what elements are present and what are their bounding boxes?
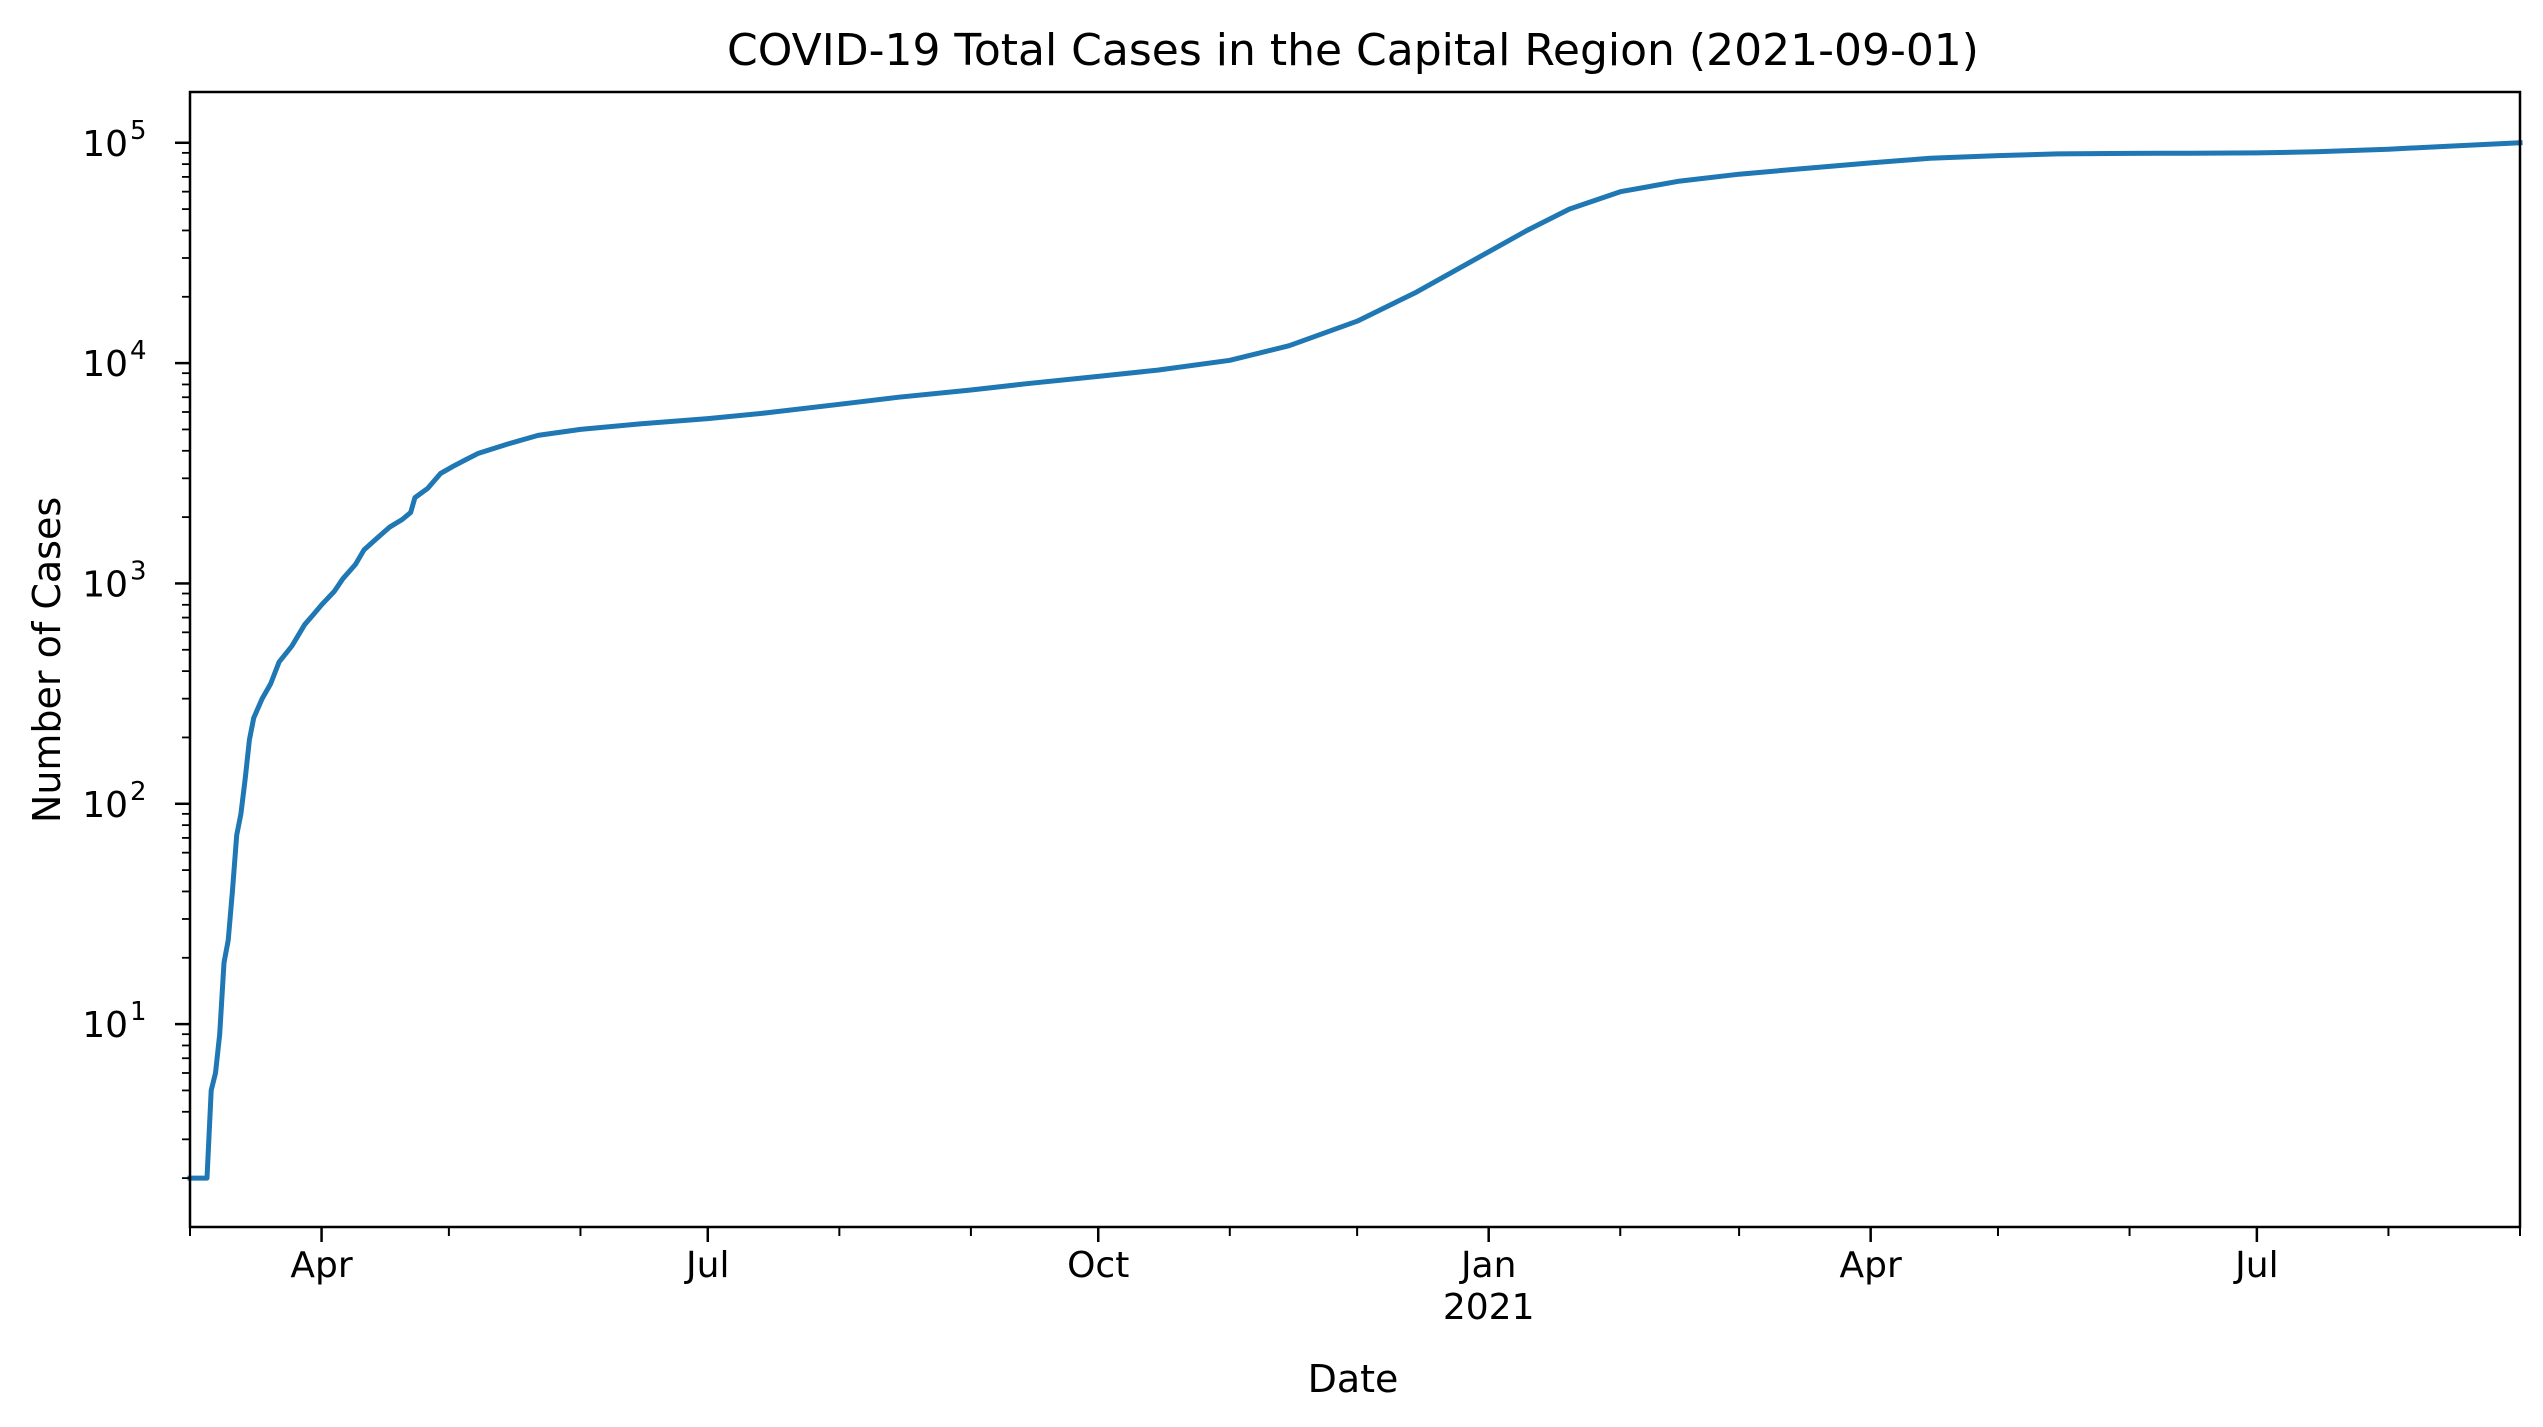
y-tick-base: 10: [82, 564, 128, 605]
y-tick-exponent: 4: [130, 336, 147, 366]
y-tick-base: 10: [82, 1005, 128, 1046]
y-tick-exponent: 1: [130, 997, 147, 1027]
x-tick-label: Oct: [1067, 1245, 1129, 1286]
y-tick-exponent: 3: [130, 556, 147, 586]
x-tick-label: Jul: [684, 1245, 729, 1286]
plot-frame: [188, 90, 2522, 1229]
y-tick-base: 10: [82, 124, 128, 165]
y-tick-base: 10: [82, 785, 128, 826]
x-tick-label: Apr: [1840, 1245, 1902, 1286]
x-tick-label: Jul: [2233, 1245, 2278, 1286]
y-tick-exponent: 2: [130, 777, 147, 807]
series-line: [187, 140, 2523, 1181]
x-axis-label: Date: [1308, 1357, 1399, 1401]
y-axis-label: Number of Cases: [25, 497, 69, 823]
x-tick-sublabel: 2021: [1443, 1287, 1535, 1328]
x-tick-label: Jan: [1459, 1245, 1517, 1286]
y-tick-base: 10: [82, 344, 128, 385]
y-tick-exponent: 5: [130, 116, 147, 146]
chart-title: COVID-19 Total Cases in the Capital Regi…: [727, 25, 1979, 76]
x-tick-label: Apr: [290, 1245, 352, 1286]
